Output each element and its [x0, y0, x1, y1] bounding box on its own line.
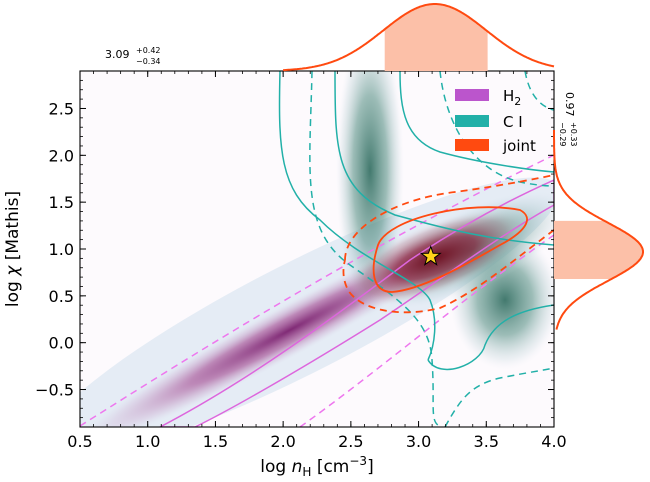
legend-swatch-ci: [455, 115, 489, 127]
y-tick-label: 1.0: [49, 240, 74, 259]
y-annotation-plus: +0.33: [569, 122, 578, 147]
y-annotation-value: 0.97: [563, 92, 576, 117]
ci-contour-dashed-right: [439, 71, 554, 187]
x-tick-label: 2.0: [270, 432, 295, 451]
density-layer: [80, 71, 554, 427]
x-annotation: 3.09: [105, 48, 130, 61]
legend-swatch-joint: [455, 139, 489, 151]
x-tick-label: 3.5: [474, 432, 499, 451]
ci-contour-outer-lower: [427, 304, 554, 371]
h2-contour-inner: [159, 179, 554, 427]
legend-label-ci: C I: [503, 113, 523, 131]
legend-swatch-h2: [455, 89, 489, 101]
x-marginal: [283, 3, 555, 72]
y-tick-label: 2.0: [49, 146, 74, 165]
ci-contour-inner-right: [399, 71, 554, 173]
y-tick-label: 1.5: [49, 193, 74, 212]
x-marginal-curve: [283, 3, 555, 72]
legend-label-joint: joint: [502, 137, 536, 155]
x-tick-label: 0.5: [67, 432, 92, 451]
x-tick-label: 2.5: [338, 432, 363, 451]
h2-contour-outer-lower: [299, 234, 554, 427]
x-annotation-plus: +0.42: [136, 46, 161, 55]
y-tick-label: 2.5: [49, 99, 74, 118]
x-tick-label: 4.0: [541, 432, 566, 451]
ci-contour-outer-left: [278, 71, 436, 361]
legend: H2 C I joint: [455, 87, 536, 155]
y-marginal-shade: [554, 220, 643, 279]
x-tick-label: 3.0: [406, 432, 431, 451]
joint-contour-outer: [342, 174, 554, 314]
x-axis-label: log nH [cm−3]: [260, 454, 373, 479]
y-axis-ticks: −0.5 0.0 0.5 1.0 1.5 2.0 2.5: [35, 70, 554, 428]
y-tick-label: 0.5: [49, 287, 74, 306]
x-tick-label: 1.0: [135, 432, 160, 451]
ci-contour-inner: [334, 71, 554, 246]
x-axis-ticks: 0.5 1.0 1.5 2.0 2.5 3.0 3.5 4.0: [67, 71, 567, 451]
ci-contour-dashed-left: [309, 71, 439, 426]
y-annotation: 0.97 +0.33 −0.29: [558, 92, 578, 147]
joint-contour-inner: [372, 206, 528, 293]
h2-contour-outer-upper: [80, 154, 554, 427]
ci-contour-dashed-bottom: [444, 367, 554, 427]
y-marginal: [553, 130, 644, 330]
y-annotation-minus: −0.29: [558, 122, 567, 147]
x-annotation-minus: −0.34: [136, 57, 161, 66]
x-marginal-shade: [384, 4, 488, 71]
y-marginal-curve: [553, 130, 644, 330]
y-tick-label: −0.5: [35, 381, 74, 400]
ci-contour-dashed-corner: [524, 71, 554, 111]
x-tick-label: 1.5: [203, 432, 228, 451]
y-tick-label: 0.0: [49, 334, 74, 353]
y-axis-label: log χ [Mathis]: [3, 191, 23, 307]
best-fit-star-marker: [419, 244, 442, 266]
legend-label-h2: H2: [503, 87, 521, 108]
